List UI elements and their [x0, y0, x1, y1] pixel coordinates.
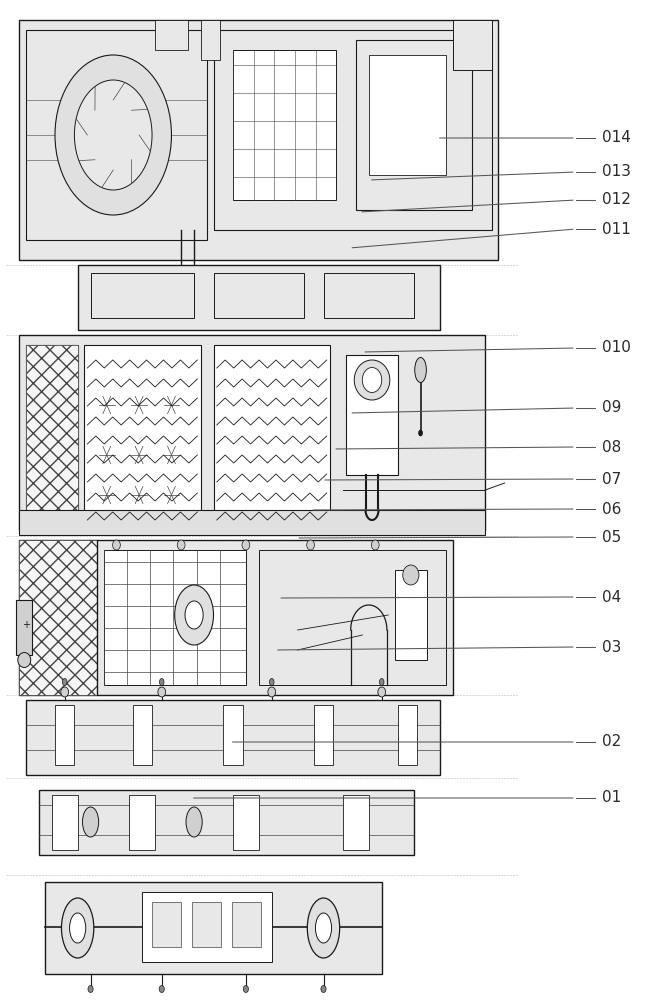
Bar: [343, 795, 369, 850]
Bar: [19, 540, 97, 695]
Bar: [26, 30, 207, 240]
Bar: [152, 902, 181, 947]
Ellipse shape: [371, 540, 379, 550]
Ellipse shape: [177, 540, 185, 550]
Bar: [97, 540, 453, 695]
Ellipse shape: [243, 986, 248, 992]
Bar: [78, 265, 440, 330]
Ellipse shape: [307, 540, 314, 550]
Bar: [223, 705, 243, 765]
Bar: [19, 510, 485, 535]
Text: 04: 04: [602, 589, 621, 604]
Ellipse shape: [242, 540, 250, 550]
Ellipse shape: [61, 687, 69, 697]
Text: 06: 06: [602, 502, 621, 516]
Ellipse shape: [419, 430, 422, 436]
Ellipse shape: [74, 80, 152, 190]
Bar: [233, 50, 336, 200]
Bar: [398, 705, 417, 765]
Bar: [19, 20, 498, 260]
Bar: [214, 30, 492, 230]
Bar: [84, 345, 201, 520]
Bar: [133, 705, 152, 765]
Ellipse shape: [402, 565, 419, 585]
Bar: [55, 705, 74, 765]
Ellipse shape: [307, 898, 340, 958]
Bar: [104, 550, 246, 685]
Bar: [129, 795, 155, 850]
Ellipse shape: [88, 986, 93, 992]
Bar: [232, 902, 261, 947]
Ellipse shape: [55, 55, 171, 215]
Bar: [19, 335, 485, 530]
Bar: [142, 892, 272, 962]
Bar: [16, 600, 32, 655]
Ellipse shape: [354, 360, 389, 400]
Ellipse shape: [62, 678, 67, 685]
Text: 010: 010: [602, 340, 631, 356]
Ellipse shape: [159, 678, 164, 685]
Ellipse shape: [268, 687, 276, 697]
Text: 08: 08: [602, 440, 621, 454]
Ellipse shape: [362, 367, 382, 392]
Bar: [39, 790, 414, 855]
Bar: [19, 540, 97, 695]
Ellipse shape: [269, 678, 274, 685]
Bar: [314, 705, 333, 765]
Ellipse shape: [316, 913, 331, 943]
Bar: [395, 570, 427, 660]
Bar: [155, 20, 188, 50]
Ellipse shape: [158, 687, 166, 697]
Bar: [214, 345, 330, 520]
Ellipse shape: [83, 807, 99, 837]
Ellipse shape: [61, 898, 94, 958]
Ellipse shape: [69, 913, 85, 943]
Ellipse shape: [113, 540, 120, 550]
Bar: [26, 345, 78, 520]
Ellipse shape: [159, 986, 164, 992]
Bar: [201, 20, 220, 60]
Text: 09: 09: [602, 400, 621, 416]
Text: 014: 014: [602, 130, 631, 145]
Bar: [356, 40, 472, 210]
Bar: [26, 700, 440, 775]
Ellipse shape: [321, 986, 326, 992]
Ellipse shape: [18, 652, 30, 668]
Ellipse shape: [379, 678, 384, 685]
Bar: [346, 355, 398, 475]
Bar: [52, 795, 78, 850]
Bar: [369, 55, 446, 175]
Text: 01: 01: [602, 790, 621, 806]
Bar: [214, 273, 304, 318]
Text: 03: 03: [602, 640, 621, 654]
Text: 05: 05: [602, 530, 621, 544]
Text: 02: 02: [602, 734, 621, 750]
Ellipse shape: [186, 807, 202, 837]
Bar: [45, 882, 382, 974]
Ellipse shape: [175, 585, 214, 645]
Text: 011: 011: [602, 222, 631, 236]
Bar: [91, 273, 194, 318]
Bar: [324, 273, 414, 318]
Ellipse shape: [415, 358, 426, 382]
Text: +: +: [22, 620, 30, 630]
Text: 012: 012: [602, 192, 631, 208]
Text: 07: 07: [602, 472, 621, 487]
Bar: [259, 550, 446, 685]
Text: 013: 013: [602, 164, 631, 180]
Ellipse shape: [185, 601, 203, 629]
Bar: [26, 345, 78, 520]
Ellipse shape: [378, 687, 386, 697]
Bar: [192, 902, 221, 947]
Bar: [453, 20, 492, 70]
Bar: [233, 795, 259, 850]
